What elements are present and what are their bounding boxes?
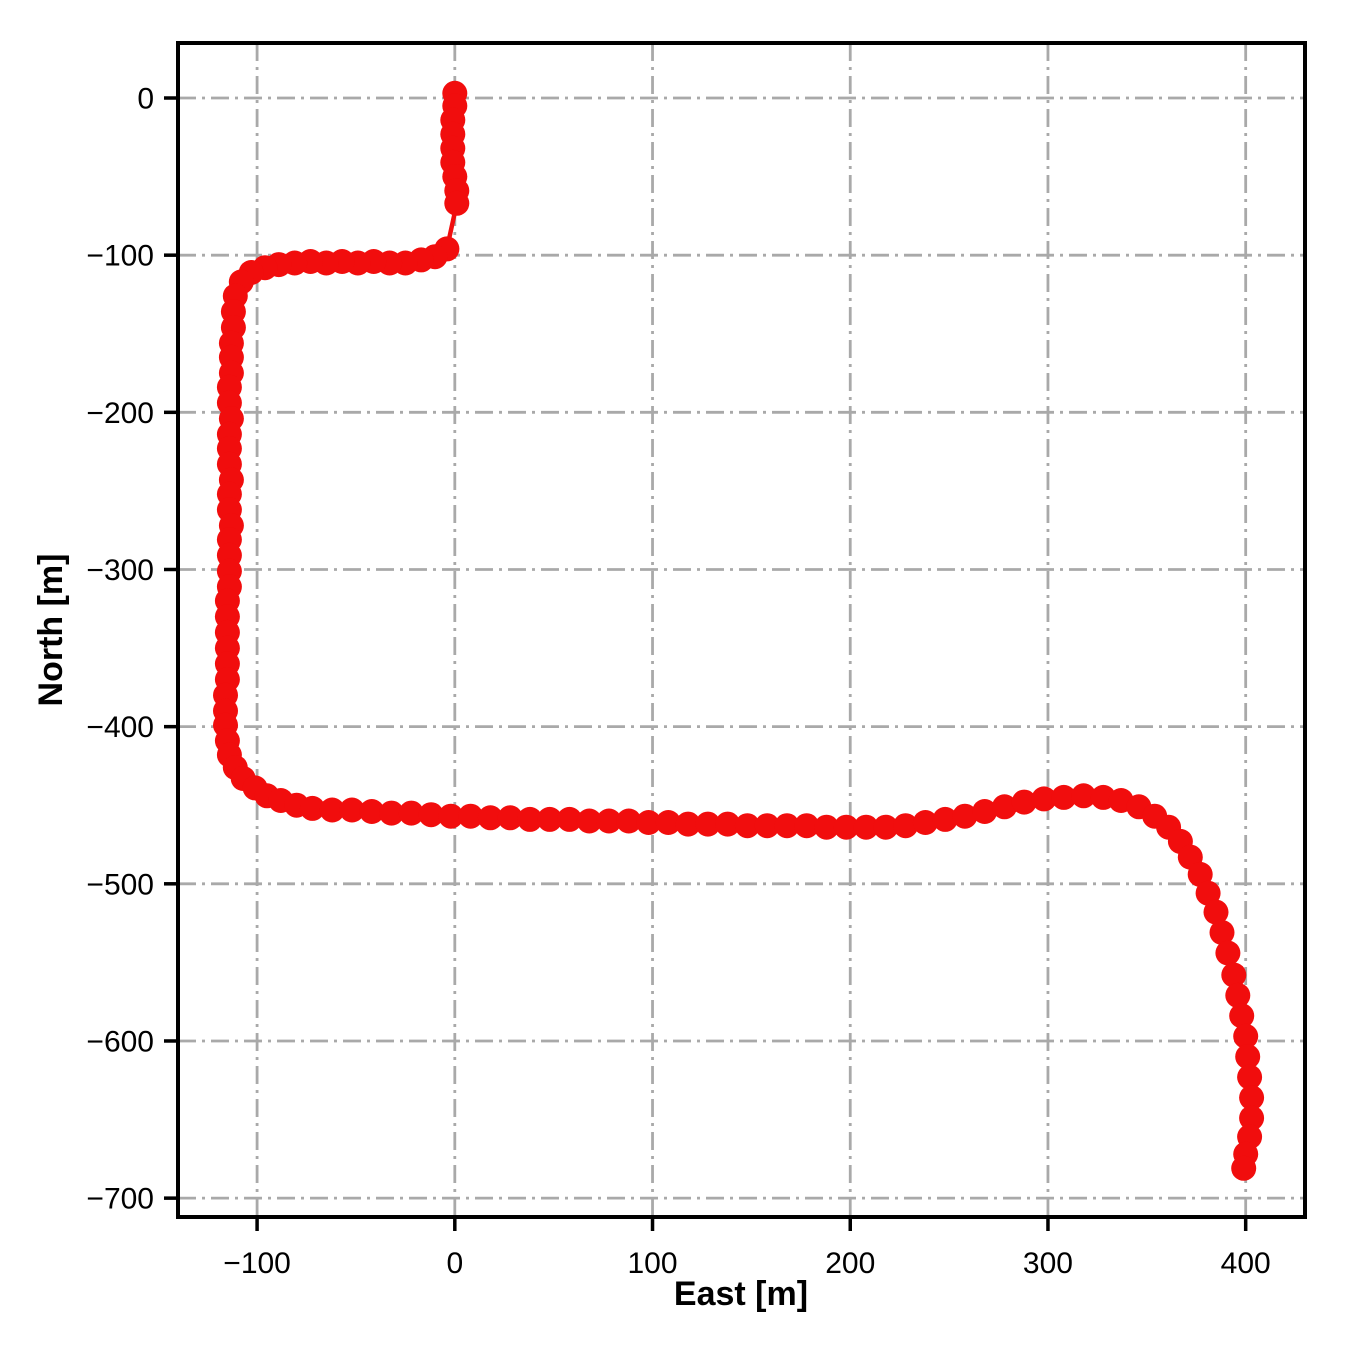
trajectory-point (517, 806, 543, 832)
y-tick-label: −700 (86, 1183, 154, 1216)
trajectory-point (715, 811, 741, 837)
trajectory-point (497, 805, 523, 831)
y-tick-label: −400 (86, 711, 154, 744)
y-tick-label: −600 (86, 1025, 154, 1058)
trajectory-point (1215, 940, 1241, 966)
trajectory-point (418, 802, 444, 828)
trajectory-point (438, 803, 464, 829)
trajectory-point (537, 806, 563, 832)
trajectory-point (1239, 1085, 1265, 1111)
trajectory-point (1233, 1023, 1259, 1049)
trajectory-point (319, 797, 345, 823)
y-tick-label: 0 (137, 83, 154, 116)
trajectory-point (754, 813, 780, 839)
trajectory-point (734, 813, 760, 839)
y-tick-label: −500 (86, 868, 154, 901)
x-tick-label: −100 (223, 1247, 291, 1280)
trajectory-point (1031, 786, 1057, 812)
trajectory-point (1071, 783, 1097, 809)
trajectory-point (636, 810, 662, 835)
plot-frame (176, 41, 1307, 1219)
axis-tick-labels: −100 0 100 200 300 400 0 −100 −200 −300 −400 −500 −6… (86, 83, 1270, 1280)
trajectory-point (1203, 899, 1229, 925)
trajectory-point (557, 806, 582, 832)
x-tick-label: 0 (446, 1247, 463, 1280)
x-tick-label: 400 (1221, 1247, 1271, 1280)
trajectory-point (833, 814, 859, 840)
trajectory-point (972, 799, 998, 824)
x-axis-label: East [m] (674, 1275, 808, 1313)
trajectory-point (299, 795, 325, 821)
trajectory-point (675, 811, 701, 837)
y-axis-label: North [m] (32, 554, 70, 707)
trajectory-point (1051, 784, 1077, 810)
trajectory-point (912, 810, 938, 835)
trajectory-point (398, 800, 424, 826)
trajectory-point (1235, 1044, 1261, 1070)
trajectory-point (932, 806, 958, 832)
trajectory-point (655, 810, 681, 835)
trajectory-point (1195, 880, 1221, 906)
x-tick-label: 100 (627, 1247, 677, 1280)
trajectory-point (774, 813, 800, 839)
trajectory-point (1187, 861, 1213, 887)
trajectory-point (576, 808, 602, 834)
gridlines (178, 43, 1305, 1217)
trajectory-point (339, 797, 365, 823)
trajectory-point (992, 794, 1017, 820)
trajectory-point (1239, 1105, 1265, 1131)
trajectory-point (1229, 1003, 1255, 1029)
trajectory-point (1011, 789, 1037, 815)
trajectory-point (1221, 962, 1247, 988)
x-tick-label: 300 (1023, 1247, 1073, 1280)
axis-ticks (164, 96, 1248, 1231)
trajectory-series (213, 80, 1265, 1181)
trajectory-point (873, 814, 899, 840)
trajectory-point (477, 805, 503, 831)
trajectory-point (794, 813, 820, 839)
trajectory-point (616, 808, 642, 834)
trajectory-point (359, 799, 385, 824)
trajectory-point (814, 814, 839, 840)
y-tick-label: −200 (86, 397, 154, 430)
trajectory-point (596, 808, 622, 834)
trajectory-point (893, 813, 919, 839)
trajectory-point (458, 803, 484, 829)
trajectory-point (1237, 1064, 1263, 1090)
trajectory-point (1209, 920, 1235, 945)
trajectory-point (379, 800, 404, 826)
trajectory-point (1225, 982, 1251, 1008)
trajectory-point (444, 190, 470, 216)
trajectory-point (952, 803, 978, 829)
trajectory-point (695, 811, 721, 837)
y-tick-label: −300 (86, 554, 154, 587)
trajectory-point (1231, 1155, 1257, 1181)
trajectory-point (853, 814, 879, 840)
y-tick-label: −100 (86, 240, 154, 273)
x-tick-label: 200 (825, 1247, 875, 1280)
